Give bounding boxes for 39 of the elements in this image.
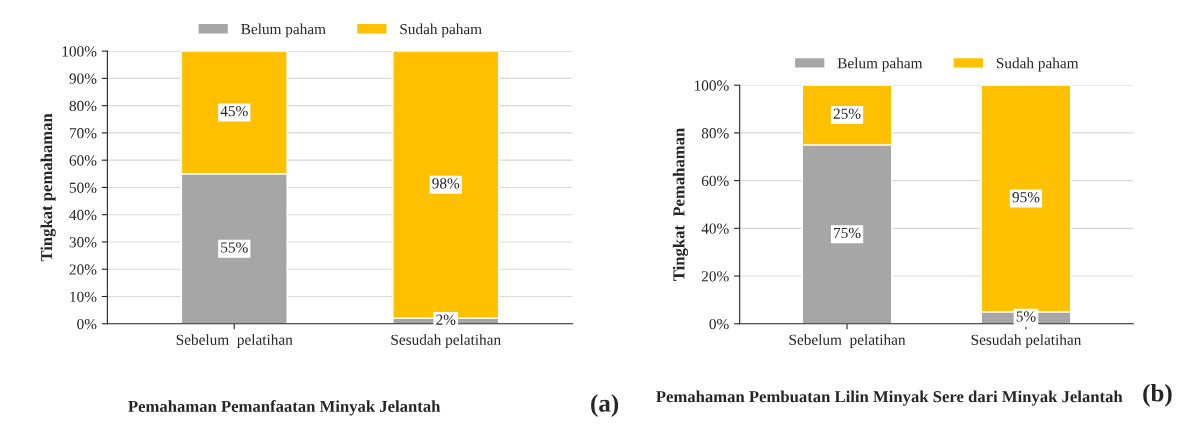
- x-tick-label: Sesudah pelatihan: [971, 334, 1082, 349]
- y-tick-label: 80%: [701, 128, 729, 139]
- text: (a): [591, 394, 619, 417]
- legend-label: Sudah paham: [400, 23, 482, 38]
- y-tick-label: 40%: [69, 209, 97, 221]
- data-label: 5%: [1016, 311, 1036, 322]
- data-label: 55%: [221, 242, 248, 253]
- y-tick-label: 80%: [69, 100, 97, 112]
- legend-label: Belum paham: [241, 23, 326, 38]
- text: (b): [1143, 383, 1172, 407]
- y-tick-label: 70%: [69, 128, 97, 139]
- legend-label: Sudah paham: [996, 57, 1079, 72]
- data-label: 75%: [834, 227, 861, 239]
- y-tick-label: 0%: [77, 318, 97, 330]
- y-tick-label: 90%: [69, 73, 97, 84]
- y-tick-label: 100%: [694, 80, 729, 91]
- y-axis-title: Tingkat Pemahaman: [672, 128, 689, 281]
- x-tick-label: Sebelum pelatihan: [176, 334, 293, 349]
- x-axis-title: Pemahaman Pemanfaatan Minyak Jelantah: [128, 400, 441, 416]
- y-tick-label: 30%: [69, 237, 97, 248]
- data-label: 98%: [432, 178, 460, 189]
- data-label: 45%: [220, 105, 248, 117]
- legend-label: Belum paham: [837, 57, 923, 72]
- y-tick-label: 40%: [701, 223, 729, 234]
- y-tick-label: 10%: [70, 291, 97, 302]
- x-tick-label: Sebelum pelatihan: [789, 334, 906, 349]
- y-tick-label: 60%: [701, 175, 729, 187]
- x-tick-label: Sesudah pelatihan: [391, 334, 501, 349]
- y-tick-label: 50%: [69, 182, 97, 193]
- data-label: 95%: [1012, 192, 1040, 203]
- x-axis-title: Pemahaman Pembuatan Lilin Minyak Sere dari Minyak Jelantah: [656, 390, 1123, 406]
- y-tick-label: 20%: [69, 264, 97, 275]
- y-tick-label: 60%: [69, 155, 97, 166]
- data-label: 2%: [436, 314, 456, 325]
- y-tick-label: 0%: [709, 318, 729, 330]
- data-label: 25%: [833, 108, 861, 119]
- y-tick-label: 100%: [62, 46, 97, 57]
- y-axis-title: Tingkat pemahaman: [40, 113, 56, 262]
- y-tick-label: 20%: [701, 271, 729, 282]
